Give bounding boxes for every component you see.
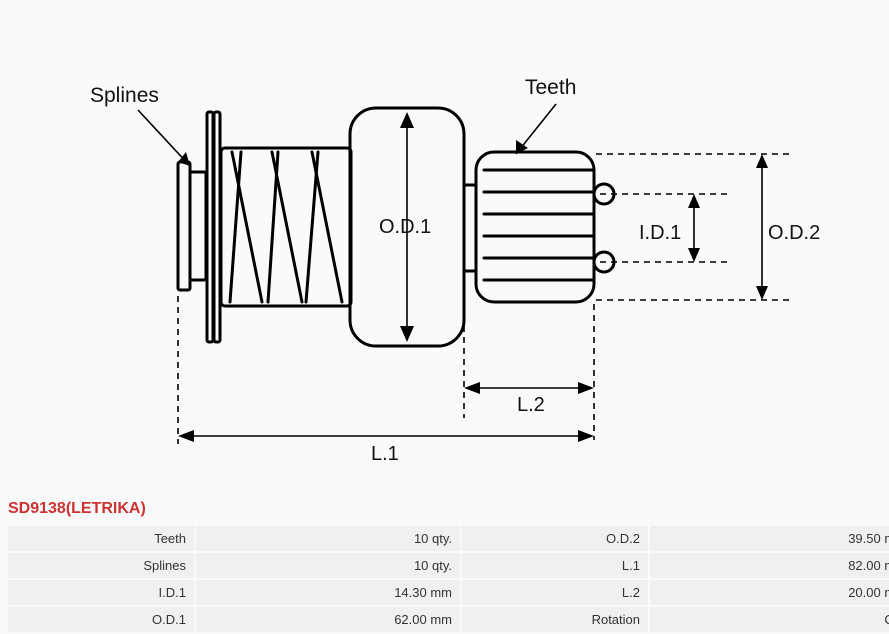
label-splines: Splines — [90, 84, 159, 108]
technical-diagram: Splines Teeth O.D.1 I.D.1 O.D.2 L.1 L.2 — [0, 0, 889, 490]
table-row: O.D.162.00 mmRotationCW — [8, 607, 889, 632]
label-l1: L.1 — [371, 443, 399, 466]
table-row: Splines10 qty.L.182.00 mm — [8, 553, 889, 578]
spec-key: L.2 — [462, 580, 648, 605]
spec-key: O.D.1 — [8, 607, 194, 632]
label-l2: L.2 — [517, 394, 545, 417]
label-id1: I.D.1 — [639, 222, 681, 245]
spec-key: L.1 — [462, 553, 648, 578]
spec-value: 82.00 mm — [650, 553, 889, 578]
spec-value: CW — [650, 607, 889, 632]
spec-value: 10 qty. — [196, 553, 460, 578]
spec-key: O.D.2 — [462, 526, 648, 551]
spec-key: Teeth — [8, 526, 194, 551]
spec-value: 39.50 mm — [650, 526, 889, 551]
spec-value: 14.30 mm — [196, 580, 460, 605]
spec-value: 20.00 mm — [650, 580, 889, 605]
spec-table: Teeth10 qty.O.D.239.50 mmSplines10 qty.L… — [6, 524, 882, 634]
label-od2: O.D.2 — [768, 222, 820, 245]
spec-value: 62.00 mm — [196, 607, 460, 632]
label-od1: O.D.1 — [379, 216, 431, 239]
table-row: Teeth10 qty.O.D.239.50 mm — [8, 526, 889, 551]
label-teeth: Teeth — [525, 76, 576, 100]
spec-key: Splines — [8, 553, 194, 578]
spec-key: Rotation — [462, 607, 648, 632]
part-title: SD9138(LETRIKA) — [8, 500, 146, 518]
spec-key: I.D.1 — [8, 580, 194, 605]
diagram-svg — [0, 0, 889, 490]
table-row: I.D.114.30 mmL.220.00 mm — [8, 580, 889, 605]
spec-value: 10 qty. — [196, 526, 460, 551]
